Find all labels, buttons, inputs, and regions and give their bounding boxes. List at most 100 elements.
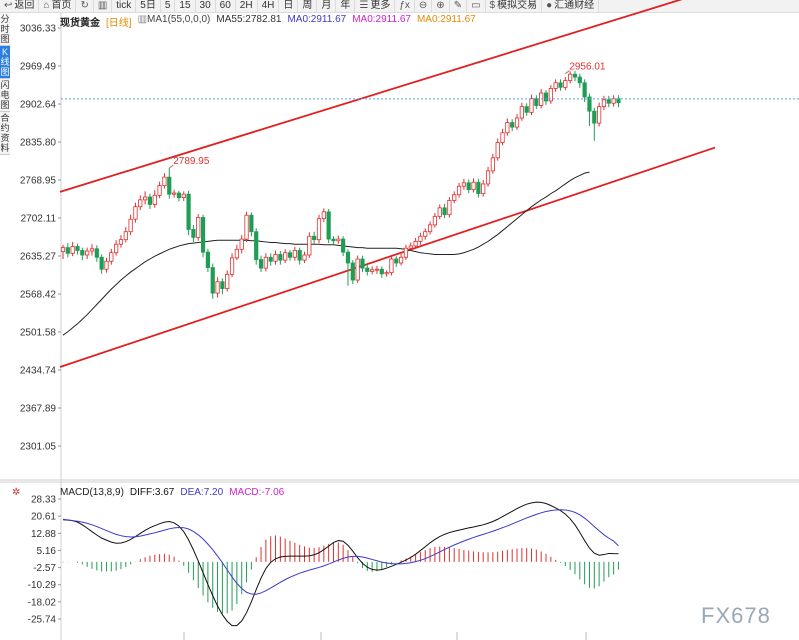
- toolbar-item-formula-icon[interactable]: ƒx: [395, 0, 415, 12]
- toolbar-item-label-7[interactable]: 15: [175, 0, 196, 12]
- toolbar-label: 日: [283, 0, 294, 11]
- candle-body: [360, 258, 365, 269]
- candle-body: [287, 252, 293, 258]
- candle: [287, 249, 293, 261]
- toolbar-item-layout-icon[interactable]: ▭: [467, 0, 486, 12]
- candle: [423, 228, 428, 240]
- side-tab-2[interactable]: 闪电图: [0, 79, 10, 112]
- candle-body: [384, 272, 389, 275]
- candle-body: [85, 250, 90, 256]
- candle: [176, 190, 182, 202]
- candle: [273, 250, 278, 265]
- candle-body: [572, 73, 578, 78]
- candle-body: [268, 256, 273, 262]
- candle-body: [403, 247, 409, 258]
- toolbar-item-label-5[interactable]: 5日: [136, 0, 161, 12]
- candle: [65, 243, 70, 258]
- toolbar-item-info-icon[interactable]: ● 汇通财经: [542, 0, 600, 12]
- side-tab-0[interactable]: 分时图: [0, 13, 10, 46]
- toolbar-item-home-icon[interactable]: ⌂ 首页: [39, 0, 77, 12]
- candle-body: [258, 259, 264, 269]
- toolbar-item-label-12[interactable]: 日: [279, 0, 299, 12]
- toolbar-item-zoom-out-icon[interactable]: ⊖: [415, 0, 433, 12]
- price-tick-label: 2902.64: [20, 100, 57, 111]
- toolbar-item-label-11[interactable]: 4H: [258, 0, 280, 12]
- candle-body: [133, 206, 138, 220]
- candle: [297, 247, 302, 265]
- toolbar-item-label-8[interactable]: 30: [196, 0, 216, 12]
- candle: [283, 249, 288, 263]
- candle: [398, 253, 404, 266]
- macd-tick-label: 12.88: [31, 529, 56, 540]
- candle: [312, 231, 317, 245]
- toolbar-item-refresh-icon[interactable]: ↻: [76, 0, 94, 12]
- candle-body: [283, 252, 288, 261]
- candle: [505, 118, 510, 136]
- price-axis: 3036.33 2969.49 2902.64 2835.80 2768.95 2702.…: [20, 24, 61, 453]
- candle-body: [99, 256, 104, 270]
- candle: [254, 228, 259, 265]
- toolbar-item-label-6[interactable]: 5: [161, 0, 176, 12]
- toolbar-item-draw-icon[interactable]: ✎: [450, 0, 468, 12]
- diff-line: [62, 501, 619, 627]
- toolbar-item-label-9[interactable]: 60: [216, 0, 236, 12]
- candle-body: [389, 258, 394, 274]
- side-tab-3[interactable]: 合约资料: [0, 112, 10, 155]
- toolbar-item-label-14[interactable]: 月: [317, 0, 337, 12]
- price-tick-label: 2501.58: [20, 328, 57, 339]
- candle-body: [297, 250, 302, 261]
- candle: [379, 266, 384, 278]
- toolbar-item-more-icon[interactable]: ☰ 更多: [355, 0, 396, 12]
- candle: [510, 119, 515, 132]
- candle: [114, 240, 119, 256]
- toolbar-item-bar-chart-icon[interactable]: ▥: [94, 0, 113, 12]
- candle-body: [326, 211, 331, 240]
- macd-value: MACD:-7.06: [229, 487, 285, 498]
- annotation-label: 2789.95: [173, 156, 210, 167]
- toolbar-item-zoom-in-icon[interactable]: ⊕: [432, 0, 450, 12]
- toolbar-label: 15: [179, 0, 191, 11]
- toolbar-item-label-10[interactable]: 2H: [236, 0, 258, 12]
- macd-settings-icon[interactable]: ✲: [12, 487, 21, 498]
- candle-body: [514, 117, 520, 128]
- refresh-icon: ↻: [80, 0, 89, 11]
- candle: [157, 181, 162, 199]
- macd-tick-label: -10.29: [28, 580, 57, 591]
- candle: [548, 85, 553, 104]
- candle-body: [123, 231, 128, 241]
- candle-body: [350, 262, 355, 281]
- candle-body: [225, 273, 230, 289]
- toolbar-item-dollar-icon[interactable]: $ 模拟交易: [486, 0, 543, 12]
- toolbar-item-label-13[interactable]: 周: [298, 0, 318, 12]
- candle: [534, 95, 539, 109]
- candle: [225, 270, 230, 292]
- toolbar-label: 首页: [51, 0, 72, 11]
- toolbar-item-label-15[interactable]: 年: [336, 0, 356, 12]
- candle-body: [215, 281, 220, 294]
- legend-ma55: MA55:2782.81: [216, 14, 282, 25]
- candle-body: [587, 96, 592, 112]
- candle: [418, 232, 423, 245]
- candle-body: [365, 267, 370, 272]
- candle-body: [476, 181, 481, 195]
- candle-body: [418, 235, 423, 242]
- candle: [331, 236, 336, 245]
- legend-ma1: ▥MA1(55,0,0,0): [137, 14, 211, 25]
- candle: [167, 168, 172, 199]
- annotations: 2789.95 2956.01: [169, 62, 606, 169]
- legend-period[interactable]: [日线]: [106, 18, 132, 29]
- candle: [229, 253, 235, 278]
- toolbar-item-back-icon[interactable]: ↩ 返回: [0, 0, 40, 12]
- candle-body: [582, 82, 587, 98]
- candle-body: [341, 238, 346, 253]
- candle-body: [254, 231, 259, 260]
- candle: [123, 227, 128, 243]
- annotation-pointer: [169, 164, 174, 169]
- candle: [394, 256, 399, 267]
- candle-body: [398, 256, 404, 264]
- toolbar-label: 月: [321, 0, 332, 11]
- toolbar-item-label-4[interactable]: tick: [112, 0, 137, 12]
- candle: [345, 249, 351, 286]
- candle: [336, 235, 341, 244]
